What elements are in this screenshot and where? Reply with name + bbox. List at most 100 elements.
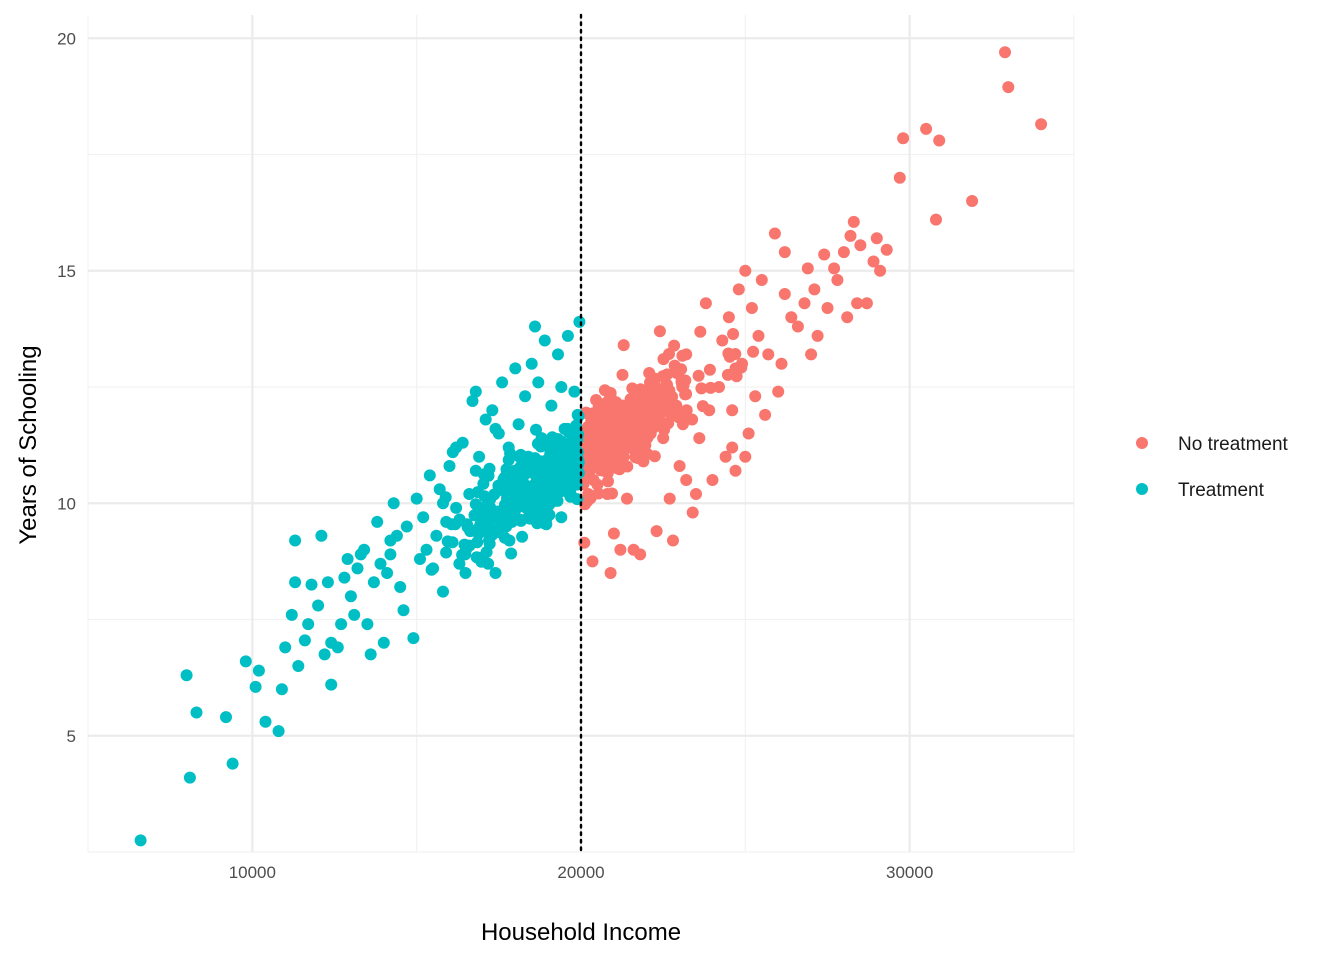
point-treatment	[394, 581, 407, 593]
point-no-treatment	[704, 381, 717, 394]
point-treatment	[331, 641, 344, 654]
point-treatment	[180, 669, 193, 682]
point-no-treatment	[586, 555, 599, 568]
point-no-treatment	[644, 399, 657, 412]
point-treatment	[562, 441, 575, 453]
data-points	[134, 46, 1048, 847]
point-no-treatment	[627, 443, 640, 456]
point-treatment	[341, 553, 354, 565]
point-treatment	[364, 648, 377, 661]
point-treatment	[259, 715, 272, 728]
point-treatment	[190, 706, 203, 719]
point-treatment	[252, 664, 265, 677]
point-no-treatment	[727, 328, 740, 340]
point-no-treatment	[759, 408, 772, 421]
point-treatment	[550, 480, 563, 493]
point-treatment	[358, 543, 371, 556]
point-treatment	[407, 632, 420, 645]
point-no-treatment	[897, 132, 910, 145]
point-no-treatment	[658, 423, 671, 436]
point-no-treatment	[696, 400, 709, 413]
point-no-treatment	[648, 376, 661, 389]
point-treatment	[450, 441, 463, 454]
point-treatment	[568, 385, 581, 398]
point-no-treatment	[602, 475, 614, 488]
point-treatment	[292, 660, 305, 672]
point-no-treatment	[644, 418, 657, 431]
point-no-treatment	[841, 311, 854, 324]
point-treatment	[469, 385, 482, 398]
point-treatment	[318, 648, 331, 661]
point-no-treatment	[735, 361, 748, 374]
point-treatment	[532, 376, 545, 389]
y-tick-label: 5	[67, 727, 76, 746]
point-treatment	[239, 655, 252, 668]
point-treatment	[562, 426, 575, 439]
point-treatment	[335, 618, 348, 631]
point-treatment	[489, 422, 502, 435]
point-no-treatment	[742, 427, 755, 440]
legend-key-no-treatment	[1136, 437, 1148, 449]
point-treatment	[279, 641, 292, 654]
point-no-treatment	[670, 367, 683, 379]
point-treatment	[535, 433, 548, 446]
point-treatment	[527, 462, 540, 475]
point-treatment	[397, 604, 410, 617]
point-treatment	[530, 423, 542, 436]
point-no-treatment	[1035, 118, 1048, 131]
point-treatment	[509, 473, 522, 486]
point-no-treatment	[801, 262, 814, 275]
point-treatment	[516, 530, 529, 543]
point-no-treatment	[614, 543, 627, 556]
point-treatment	[298, 634, 311, 647]
point-no-treatment	[778, 288, 791, 300]
point-no-treatment	[626, 382, 639, 395]
point-no-treatment	[604, 567, 617, 579]
legend-label-no-treatment: No treatment	[1178, 434, 1289, 455]
point-treatment	[285, 608, 298, 621]
y-tick-label: 15	[57, 262, 76, 281]
point-treatment	[348, 608, 361, 621]
point-treatment	[501, 492, 513, 505]
point-no-treatment	[844, 229, 857, 242]
point-no-treatment	[606, 487, 618, 500]
point-treatment	[486, 404, 499, 417]
point-treatment	[480, 510, 493, 523]
point-treatment	[351, 562, 364, 575]
point-no-treatment	[867, 255, 880, 268]
y-tick-label: 20	[57, 29, 76, 48]
point-no-treatment	[648, 450, 661, 463]
point-no-treatment	[755, 274, 768, 286]
point-no-treatment	[673, 460, 686, 472]
point-treatment	[561, 329, 574, 342]
point-treatment	[321, 576, 334, 589]
point-treatment	[552, 348, 564, 361]
point-treatment	[529, 452, 541, 465]
point-no-treatment	[722, 311, 735, 324]
point-no-treatment	[667, 534, 679, 547]
point-no-treatment	[650, 525, 663, 538]
point-no-treatment	[726, 441, 739, 454]
point-treatment	[505, 547, 518, 560]
point-treatment	[536, 506, 549, 519]
point-treatment	[525, 504, 538, 517]
point-treatment	[289, 534, 302, 547]
point-no-treatment	[747, 345, 760, 358]
point-treatment	[539, 465, 552, 478]
point-treatment	[492, 479, 505, 492]
point-treatment	[472, 527, 485, 540]
point-treatment	[555, 381, 568, 393]
point-no-treatment	[663, 492, 676, 505]
point-no-treatment	[851, 297, 864, 310]
point-treatment	[469, 498, 482, 511]
point-treatment	[390, 529, 403, 542]
point-no-treatment	[1002, 81, 1015, 94]
point-no-treatment	[999, 46, 1011, 59]
point-treatment	[466, 395, 479, 407]
point-treatment	[496, 376, 509, 389]
point-no-treatment	[847, 215, 860, 228]
x-tick-labels: 10000 20000 30000	[229, 863, 934, 882]
point-treatment	[305, 578, 318, 591]
point-treatment	[512, 418, 525, 431]
